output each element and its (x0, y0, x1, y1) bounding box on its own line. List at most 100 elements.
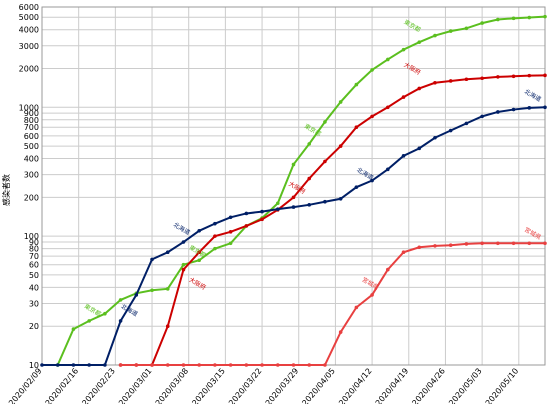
point (213, 246, 217, 251)
point (181, 363, 186, 367)
point (354, 305, 359, 310)
point (71, 363, 76, 367)
x-tick-label: 2020/03/29 (264, 367, 301, 404)
point (228, 363, 233, 367)
point (448, 243, 453, 248)
point (417, 146, 422, 151)
point (244, 224, 249, 228)
point (165, 287, 170, 291)
annotation: 大阪府 (403, 61, 423, 77)
point (197, 363, 201, 367)
y-tick-label: 70 (29, 252, 39, 261)
x-tick-label: 2020/03/01 (117, 367, 154, 404)
point (103, 311, 107, 316)
y-tick-label: 3000 (19, 42, 39, 51)
point (40, 363, 44, 367)
point (433, 33, 437, 38)
point (307, 203, 312, 207)
point (511, 74, 516, 79)
point (228, 241, 233, 246)
point (401, 47, 406, 52)
point (165, 250, 170, 255)
point (480, 114, 484, 119)
point (338, 100, 343, 104)
point (338, 330, 343, 334)
point (291, 195, 296, 200)
point (165, 363, 170, 367)
point (228, 230, 233, 234)
point (244, 211, 249, 216)
point (134, 363, 139, 367)
point (228, 215, 233, 220)
point (260, 209, 264, 214)
point (291, 162, 296, 167)
annotation: 北海道 (523, 87, 543, 103)
point (401, 250, 406, 255)
point (543, 241, 547, 246)
point (134, 293, 139, 297)
point (448, 29, 453, 33)
point (275, 207, 280, 211)
annotation: 東京都 (403, 18, 423, 34)
y-tick-label: 600 (24, 132, 39, 141)
point (527, 15, 532, 20)
point (87, 363, 91, 367)
point (496, 241, 500, 246)
point (275, 201, 280, 206)
point (213, 221, 217, 226)
point (118, 298, 123, 302)
point (260, 217, 264, 222)
point (323, 363, 327, 367)
x-tick-label: 2020/04/26 (410, 367, 447, 404)
point (417, 245, 422, 250)
point (386, 57, 390, 62)
point (71, 327, 76, 331)
x-tick-label: 2020/04/05 (300, 367, 337, 404)
x-tick-label: 2020/03/08 (154, 367, 191, 404)
point (401, 95, 406, 99)
point (118, 363, 123, 367)
point (150, 288, 154, 293)
x-tick-label: 2020/05/10 (484, 367, 521, 404)
point (401, 154, 406, 158)
series-line (56, 15, 546, 366)
point (338, 196, 343, 201)
y-tick-label: 800 (24, 116, 39, 125)
annotation: 宮城県 (523, 226, 543, 242)
point (165, 324, 170, 329)
y-tick-label: 30 (29, 300, 39, 309)
point (354, 185, 359, 189)
point (480, 21, 484, 25)
point (511, 107, 516, 112)
y-tick-label: 100 (24, 232, 39, 241)
point (307, 142, 312, 146)
point (448, 128, 453, 133)
point (527, 106, 532, 110)
point (386, 167, 390, 172)
y-axis-label: 感染者数 (1, 174, 11, 206)
point (464, 121, 469, 126)
point (496, 110, 500, 114)
point (370, 178, 374, 183)
point (55, 363, 60, 367)
y-tick-label: 10 (29, 361, 39, 370)
point (433, 80, 437, 85)
point (511, 16, 516, 21)
point (527, 73, 532, 78)
y-tick-label: 40 (29, 283, 39, 292)
x-tick-label: 2020/03/15 (190, 367, 227, 404)
point (386, 105, 390, 110)
x-tick-label: 2020/05/03 (447, 367, 484, 404)
point (275, 363, 280, 367)
point (354, 82, 359, 87)
point (464, 242, 469, 246)
point (496, 75, 500, 79)
point (213, 363, 217, 367)
point (181, 262, 186, 267)
x-tick-label: 2020/02/23 (80, 367, 117, 404)
point (527, 241, 532, 246)
point (323, 159, 327, 164)
y-tick-label: 300 (24, 171, 39, 180)
series-line (120, 74, 546, 366)
point (417, 86, 422, 91)
